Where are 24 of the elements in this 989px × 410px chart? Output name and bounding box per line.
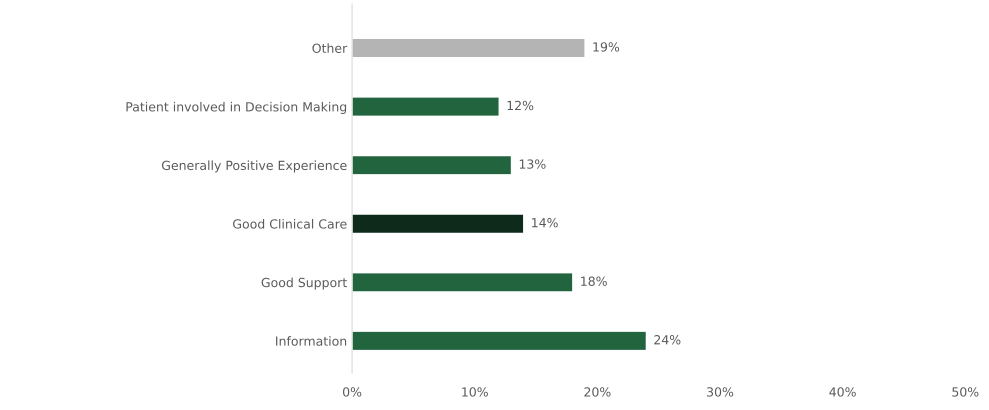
bar [352,154,512,176]
data-label: 19% [593,42,620,52]
y-tick-label: Good Support [262,278,347,290]
bar [352,330,648,352]
x-tick-label: 50% [952,387,978,397]
data-label: 24% [654,335,680,345]
x-tick-label: 10% [462,387,488,397]
data-label: 13% [520,159,546,169]
bar [352,272,574,293]
y-tick-label: Patient involved in Decision Making [126,102,346,114]
y-tick-label: Other [312,43,348,53]
x-tick-label: 30% [707,387,734,397]
data-label: 18% [581,276,607,286]
x-tick-label: 40% [829,387,856,397]
data-label: 12% [508,100,534,110]
y-tick-label: Information [276,336,346,346]
bar [352,38,586,58]
x-tick-label: 20% [584,387,611,397]
y-tick-label: Good Clinical Care [233,218,347,229]
x-tick-label: 0% [342,387,362,397]
y-tick-label: Generally Positive Experience [162,160,347,173]
bar [352,96,500,117]
bar [352,213,524,234]
data-label: 14% [532,218,558,228]
